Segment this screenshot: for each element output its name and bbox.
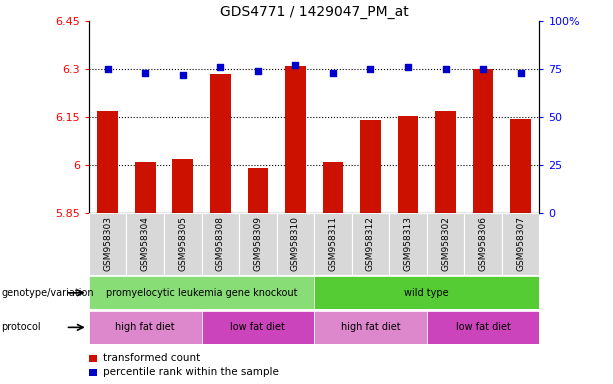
Point	[365, 66, 375, 72]
Text: genotype/variation: genotype/variation	[1, 288, 94, 298]
Point	[478, 66, 488, 72]
Text: GSM958308: GSM958308	[216, 216, 225, 271]
Bar	[322, 162, 343, 213]
Bar	[389, 213, 427, 275]
Text: GSM958309: GSM958309	[253, 216, 262, 271]
Text: high fat diet: high fat diet	[341, 322, 400, 333]
Bar	[511, 119, 531, 213]
Text: GSM958313: GSM958313	[403, 216, 413, 271]
Text: GSM958306: GSM958306	[479, 216, 487, 271]
Point	[178, 72, 188, 78]
Bar	[427, 213, 465, 275]
Point	[441, 66, 451, 72]
Bar	[285, 66, 306, 213]
Bar	[89, 276, 314, 309]
Bar	[126, 213, 164, 275]
Text: GSM958307: GSM958307	[516, 216, 525, 271]
Text: GSM958305: GSM958305	[178, 216, 187, 271]
Bar	[248, 168, 268, 213]
Point	[328, 70, 338, 76]
Bar	[314, 213, 352, 275]
Bar	[172, 159, 193, 213]
Text: protocol: protocol	[1, 322, 41, 333]
Text: transformed count: transformed count	[103, 353, 200, 363]
Text: GSM958304: GSM958304	[141, 216, 150, 271]
Text: GSM958312: GSM958312	[366, 216, 375, 271]
Bar	[135, 162, 156, 213]
Bar	[435, 111, 456, 213]
Bar	[314, 276, 539, 309]
Bar	[473, 69, 493, 213]
Bar	[89, 213, 126, 275]
Text: GSM958302: GSM958302	[441, 216, 450, 271]
Text: high fat diet: high fat diet	[115, 322, 175, 333]
Bar	[202, 213, 239, 275]
Point	[103, 66, 113, 72]
Bar	[202, 311, 314, 344]
Bar	[89, 311, 202, 344]
Bar	[465, 213, 502, 275]
Text: low fat diet: low fat diet	[230, 322, 285, 333]
Bar	[210, 74, 230, 213]
Bar	[427, 311, 539, 344]
Text: GSM958303: GSM958303	[103, 216, 112, 271]
Text: low fat diet: low fat diet	[455, 322, 511, 333]
Bar	[502, 213, 539, 275]
Point	[516, 70, 525, 76]
Text: promyelocytic leukemia gene knockout: promyelocytic leukemia gene knockout	[106, 288, 297, 298]
Bar	[352, 213, 389, 275]
Point	[291, 62, 300, 68]
Bar	[239, 213, 276, 275]
Point	[253, 68, 263, 74]
Title: GDS4771 / 1429047_PM_at: GDS4771 / 1429047_PM_at	[220, 5, 408, 19]
Text: percentile rank within the sample: percentile rank within the sample	[103, 367, 279, 377]
Bar	[164, 213, 202, 275]
Bar	[360, 120, 381, 213]
Bar	[276, 213, 314, 275]
Bar	[398, 116, 418, 213]
Point	[140, 70, 150, 76]
Text: GSM958310: GSM958310	[291, 216, 300, 271]
Point	[215, 64, 225, 70]
Bar	[314, 311, 427, 344]
Point	[403, 64, 413, 70]
Text: wild type: wild type	[405, 288, 449, 298]
Text: GSM958311: GSM958311	[329, 216, 337, 271]
Bar	[97, 111, 118, 213]
